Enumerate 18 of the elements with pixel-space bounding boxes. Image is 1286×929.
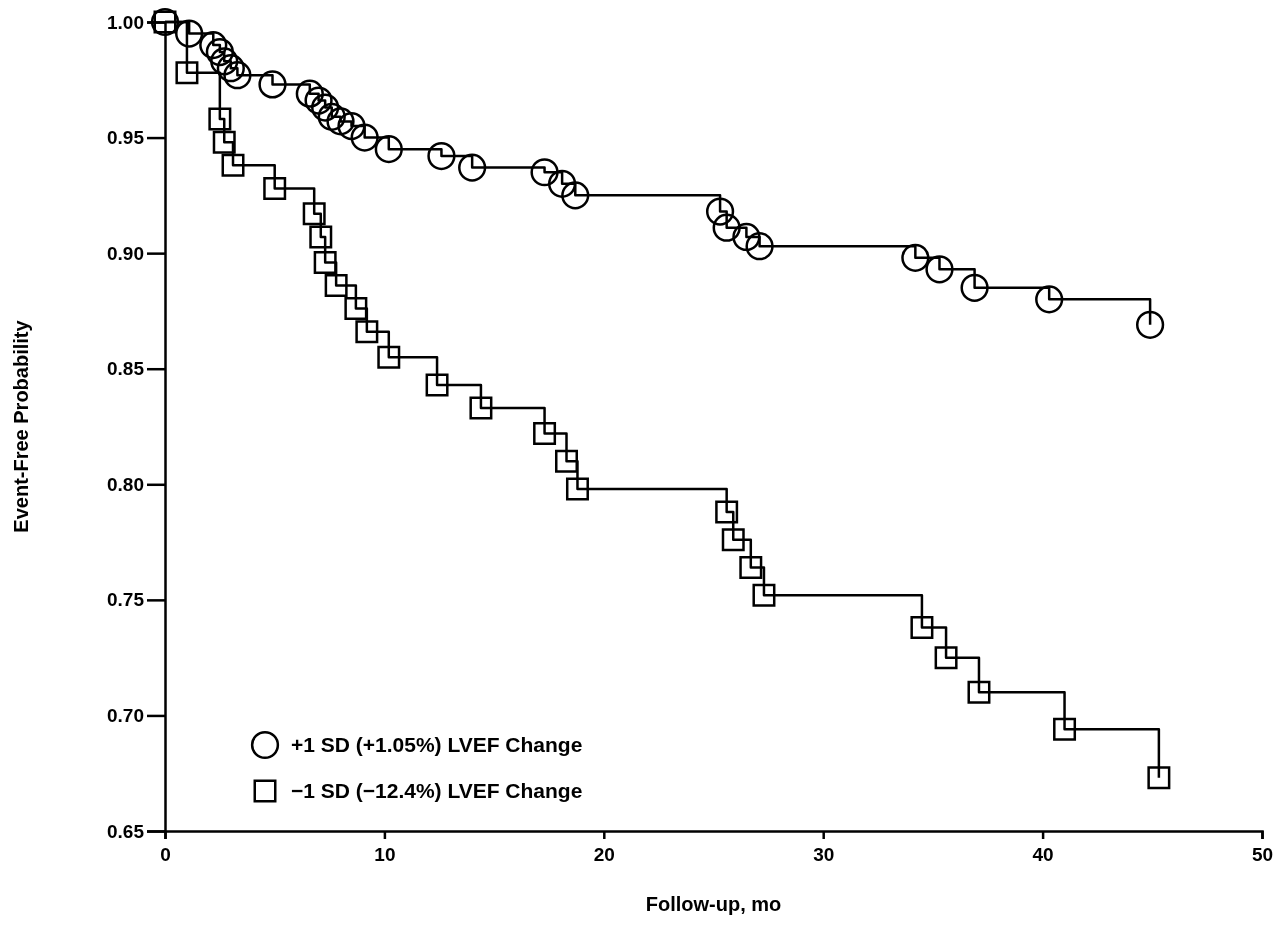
y-tick-label: 0.95 [107,127,145,149]
x-tick-label: 20 [593,844,615,865]
y-tick-label: 0.70 [107,705,144,727]
y-tick-label: 0.65 [107,820,145,842]
x-tick-label: 40 [1032,844,1054,865]
legend-label: +1 SD (+1.05%) LVEF Change [291,733,583,756]
y-tick-label: 0.85 [107,358,145,380]
x-tick-label: 0 [160,844,171,865]
y-tick-label: 0.75 [107,589,145,611]
x-tick-label: 50 [1251,844,1274,865]
y-tick-label: 0.90 [107,242,144,264]
legend-label: −1 SD (−12.4%) LVEF Change [291,779,583,802]
y-axis-title: Event-Free Probability [10,319,32,533]
x-axis-title: Follow-up, mo [645,893,782,915]
y-tick-label: 0.80 [107,473,144,495]
x-tick-label: 30 [813,844,835,865]
y-tick-label: 1.00 [107,11,144,33]
x-tick-label: 10 [374,844,396,865]
